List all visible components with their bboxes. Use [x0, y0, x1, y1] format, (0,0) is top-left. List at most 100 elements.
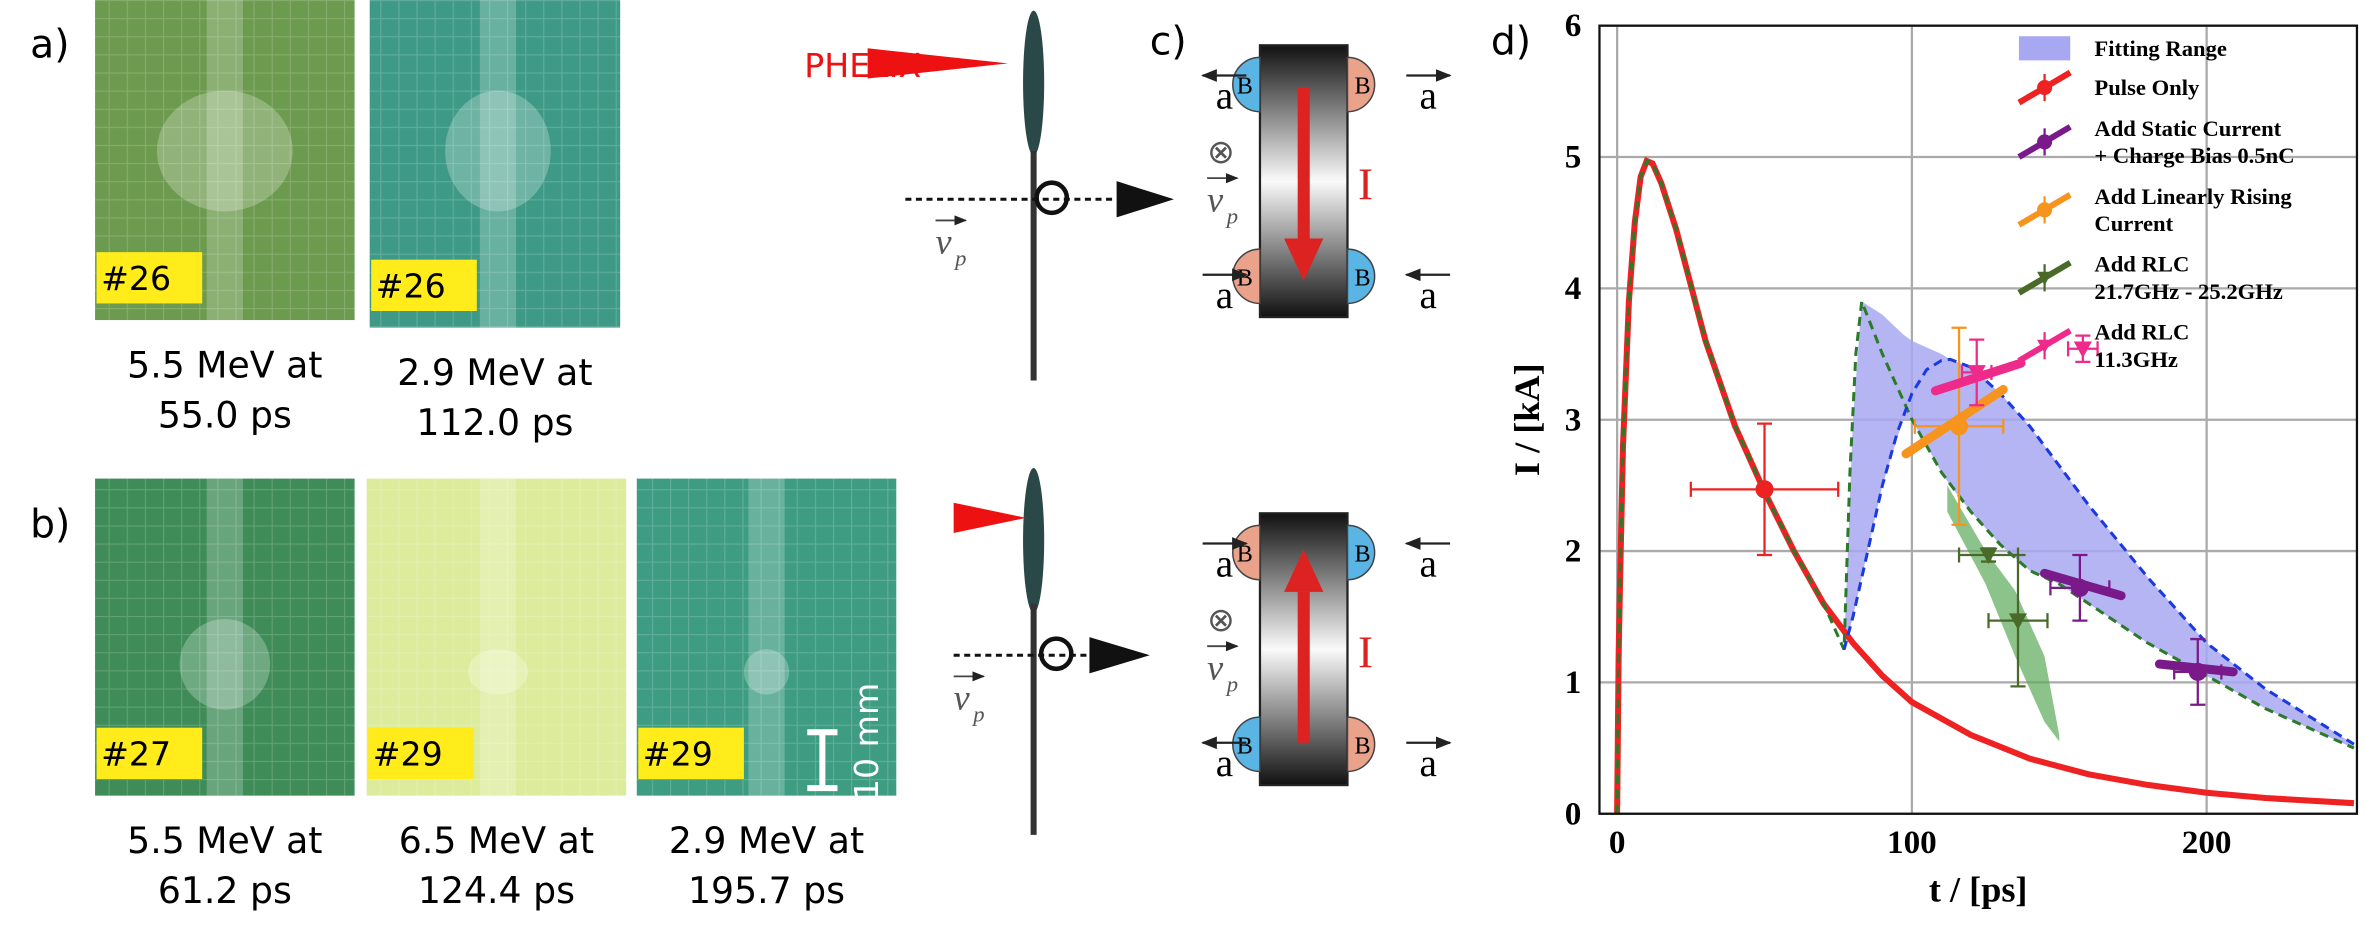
data-point	[2073, 341, 2092, 358]
legend-label: Add Static Current + Charge Bias 0.5nC	[2094, 116, 2294, 168]
data-point	[2188, 662, 2207, 681]
field-label: B	[1237, 73, 1253, 100]
expansion-label: a	[1419, 75, 1436, 118]
shot-tag: #29	[643, 734, 713, 773]
data-point	[1949, 417, 1969, 436]
error-cap-x	[1987, 613, 2049, 629]
field-label: B	[1355, 264, 1371, 291]
legend-label: Add Linearly Rising Current	[2094, 184, 2292, 236]
data-point	[2008, 613, 2028, 630]
velocity-label: v	[1207, 647, 1224, 687]
error-cap-y	[2010, 553, 2026, 688]
plot-frame	[1598, 24, 2359, 815]
photo-caption: 55.0 ps	[158, 393, 292, 436]
panel-label: b)	[30, 502, 70, 547]
legend-marker	[2037, 80, 2053, 96]
photo-caption: 2.9 MeV at	[669, 819, 864, 862]
y-tick-label: 3	[1565, 401, 1582, 438]
velocity-label: v	[954, 678, 971, 718]
field-label: B	[1237, 732, 1253, 759]
velocity-subscript: p	[971, 702, 984, 727]
photo-caption: 2.9 MeV at	[397, 351, 592, 394]
field-label: B	[1237, 264, 1253, 291]
shot-tag: #26	[376, 266, 446, 305]
error-cap-x	[1913, 418, 2005, 434]
error-cap-y	[2072, 553, 2088, 622]
y-tick-label: 0	[1565, 795, 1582, 832]
shot-tag-box	[638, 727, 744, 780]
current-arrowhead	[1284, 549, 1324, 592]
photo: #27	[95, 478, 355, 796]
error-cap-y	[2075, 334, 2091, 364]
photo-caption: 6.5 MeV at	[399, 819, 594, 862]
into-page-symbol: ⊗	[1207, 134, 1235, 171]
error-cap-y	[1969, 338, 1985, 407]
error-cap-y	[2190, 637, 2206, 706]
current-label: I	[1358, 627, 1373, 677]
error-cap-x	[2049, 580, 2111, 596]
velocity-label: v	[936, 222, 953, 262]
panel-label: a)	[30, 22, 69, 67]
field-region	[1346, 524, 1376, 581]
data-point	[1755, 480, 1774, 499]
legend-label: Fitting Range	[2094, 36, 2227, 61]
target-lower	[953, 468, 1150, 835]
field-region	[1346, 716, 1376, 773]
legend-marker	[2037, 271, 2053, 286]
shot-tag: #29	[373, 734, 443, 773]
field-region	[1232, 56, 1261, 113]
error-cap-y	[1756, 422, 1773, 557]
legend-label: Add RLC 21.7GHz - 25.2GHz	[2094, 252, 2282, 304]
velocity-label: v	[1207, 179, 1224, 219]
fit-curve	[1842, 357, 2355, 746]
field-label: B	[1355, 732, 1371, 759]
shot-tag-box	[96, 252, 203, 304]
x-tick-label: 0	[1609, 824, 1626, 861]
field-label: B	[1355, 73, 1371, 100]
y-tick-label: 4	[1565, 270, 1582, 307]
scale-bar-label: 10 mm	[847, 683, 886, 800]
photo-caption: 5.5 MeV at	[127, 819, 322, 862]
field-region	[1232, 716, 1261, 773]
current-arrowhead	[1284, 238, 1324, 281]
expansion-label: a	[1216, 274, 1233, 317]
legend-marker	[2037, 339, 2053, 354]
photo-caption: 112.0 ps	[416, 401, 573, 444]
current-label: I	[1358, 159, 1373, 209]
velocity-subscript: p	[1225, 671, 1238, 696]
legend-label: Pulse Only	[2094, 75, 2200, 100]
target-upper	[867, 10, 1174, 381]
panel-label: d)	[1491, 19, 1531, 64]
field-label: B	[1237, 541, 1253, 568]
shot-tag-box	[368, 727, 474, 780]
photo-caption: 195.7 ps	[688, 869, 845, 912]
velocity-subscript: p	[953, 246, 966, 271]
error-cap-x	[1689, 481, 1840, 497]
shot-tag-box	[96, 727, 203, 780]
y-tick-label: 5	[1565, 139, 1582, 176]
y-tick-label: 6	[1565, 7, 1582, 44]
expansion-label: a	[1216, 543, 1233, 586]
photo: #29	[636, 478, 897, 796]
laser-label: PHELIX	[804, 46, 921, 85]
scale-bar	[807, 729, 838, 792]
x-axis-label: t / [ps]	[1929, 869, 2028, 909]
error-cap-y	[1951, 326, 1967, 526]
field-region	[1346, 56, 1376, 113]
field-label: B	[1355, 541, 1371, 568]
y-tick-label: 1	[1565, 664, 1582, 701]
legend-label: Add RLC 11.3GHz	[2094, 320, 2189, 372]
rlc-range	[1947, 485, 2060, 742]
y-tick-label: 2	[1565, 533, 1582, 570]
legend-marker	[2037, 134, 2053, 150]
expansion-label: a	[1419, 274, 1436, 317]
expansion-label: a	[1419, 543, 1436, 586]
error-cap-x	[1960, 364, 1993, 380]
photo: #26	[369, 0, 621, 328]
data-point	[1979, 547, 1998, 565]
shot-tag-box	[371, 259, 477, 312]
data-point	[1967, 365, 1986, 382]
photo: #29	[366, 478, 627, 796]
